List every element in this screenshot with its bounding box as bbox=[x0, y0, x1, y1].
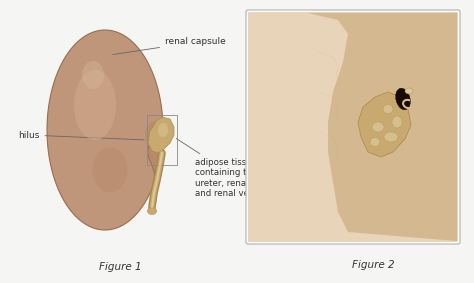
Text: adipose tissue
containing the
ureter, renal artery,
and renal vein: adipose tissue containing the ureter, re… bbox=[176, 138, 280, 198]
Polygon shape bbox=[47, 30, 163, 230]
Polygon shape bbox=[249, 13, 328, 132]
Text: hilus: hilus bbox=[18, 130, 144, 140]
Ellipse shape bbox=[145, 121, 165, 149]
Ellipse shape bbox=[147, 207, 156, 215]
Ellipse shape bbox=[384, 132, 398, 142]
Polygon shape bbox=[148, 117, 174, 153]
Polygon shape bbox=[358, 92, 411, 157]
Ellipse shape bbox=[74, 70, 116, 140]
Ellipse shape bbox=[392, 116, 402, 128]
Polygon shape bbox=[249, 13, 457, 241]
FancyBboxPatch shape bbox=[246, 10, 460, 244]
Bar bbox=[147, 115, 177, 165]
Text: renal artery: renal artery bbox=[260, 98, 384, 106]
Ellipse shape bbox=[383, 104, 393, 113]
Text: Figure 1: Figure 1 bbox=[99, 262, 141, 272]
Ellipse shape bbox=[370, 138, 380, 147]
Text: renal vein: renal vein bbox=[260, 70, 378, 95]
Ellipse shape bbox=[405, 88, 413, 94]
Text: Figure 2: Figure 2 bbox=[352, 260, 394, 270]
Ellipse shape bbox=[158, 123, 168, 137]
Ellipse shape bbox=[396, 88, 410, 110]
Ellipse shape bbox=[372, 122, 384, 132]
Text: renal capsule: renal capsule bbox=[113, 38, 226, 55]
Text: ureter: ureter bbox=[260, 138, 370, 147]
Ellipse shape bbox=[92, 147, 128, 192]
FancyBboxPatch shape bbox=[248, 12, 458, 242]
Ellipse shape bbox=[47, 30, 163, 230]
Ellipse shape bbox=[82, 61, 104, 89]
